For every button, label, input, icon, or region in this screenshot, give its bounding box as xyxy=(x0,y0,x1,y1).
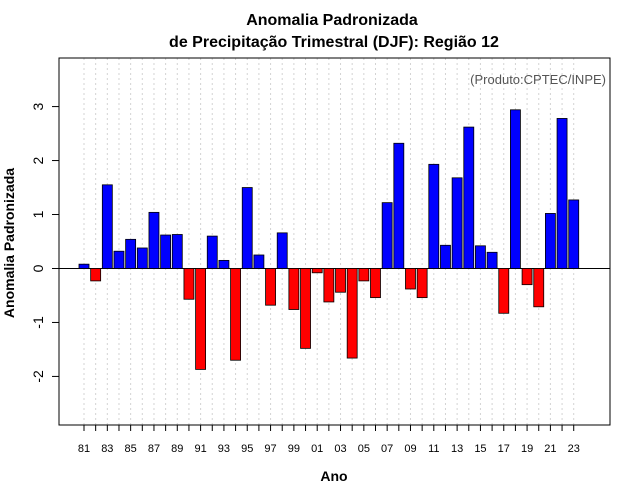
x-tick-label: 97 xyxy=(264,443,276,455)
bar-84 xyxy=(113,250,125,269)
x-tick-label: 81 xyxy=(78,443,90,455)
bar-08 xyxy=(393,142,405,269)
x-tick-label: 09 xyxy=(404,443,416,455)
bar-93 xyxy=(218,259,230,269)
credit-text: (Produto:CPTEC/INPE) xyxy=(470,72,606,87)
bar-00 xyxy=(300,268,311,349)
y-tick-label: -2 xyxy=(30,370,46,383)
bar-19 xyxy=(521,268,533,286)
bar-94 xyxy=(230,268,241,361)
x-tick-label: 21 xyxy=(544,443,556,455)
bar-14 xyxy=(463,126,475,269)
y-tick-label: -1 xyxy=(30,316,46,329)
bar-02 xyxy=(323,268,335,303)
x-tick-label: 23 xyxy=(568,443,580,455)
bar-82 xyxy=(90,268,102,282)
bar-11 xyxy=(428,163,440,269)
x-tick-label: 05 xyxy=(358,443,370,455)
x-tick-label: 19 xyxy=(521,443,533,455)
bar-05 xyxy=(358,268,370,282)
chart-title-line1: Anomalia Padronizada xyxy=(246,12,418,29)
bar-98 xyxy=(276,232,288,269)
x-tick-label: 93 xyxy=(218,443,230,455)
x-tick-label: 87 xyxy=(148,443,160,455)
bar-04 xyxy=(346,268,358,359)
plot-frame xyxy=(58,57,611,426)
bar-21 xyxy=(545,213,556,269)
x-tick-label: 13 xyxy=(451,443,463,455)
bar-15 xyxy=(475,245,486,269)
bar-20 xyxy=(533,268,545,308)
y-tick-label: 2 xyxy=(30,156,46,164)
bar-17 xyxy=(498,268,510,314)
bar-10 xyxy=(416,268,428,299)
bar-91 xyxy=(195,268,207,370)
x-tick-label: 07 xyxy=(381,443,393,455)
bar-88 xyxy=(160,234,172,269)
y-axis-label: Anomalia Padronizada xyxy=(1,168,17,318)
bar-83 xyxy=(101,184,113,269)
bar-12 xyxy=(440,244,451,269)
chart-title-line2: de Precipitação Trimestral (DJF): Região… xyxy=(169,34,499,51)
y-tick-label: 1 xyxy=(30,210,46,218)
x-tick-label: 91 xyxy=(194,443,206,455)
bar-16 xyxy=(486,251,498,269)
bar-85 xyxy=(125,238,137,269)
x-tick-label: 99 xyxy=(288,443,300,455)
x-axis-label: Ano xyxy=(320,468,347,484)
bar-09 xyxy=(405,268,416,290)
bar-97 xyxy=(265,268,276,306)
bar-13 xyxy=(451,177,463,269)
bar-03 xyxy=(335,268,346,293)
x-tick-label: 01 xyxy=(311,443,323,455)
bar-07 xyxy=(381,202,393,269)
x-tick-label: 17 xyxy=(498,443,510,455)
y-axis: -2 -1 0 1 2 3 xyxy=(30,102,59,383)
x-tick-label: 11 xyxy=(428,443,439,455)
x-tick-label: 83 xyxy=(101,443,113,455)
bar-92 xyxy=(206,235,218,269)
bar-89 xyxy=(171,234,183,269)
bar-22 xyxy=(556,118,568,269)
bar-90 xyxy=(183,268,195,300)
bar-01 xyxy=(311,268,323,274)
x-tick-label: 03 xyxy=(334,443,346,455)
x-axis: 81 83 85 87 89 91 93 95 97 99 01 03 05 07 09 11 13 15 17 19… xyxy=(78,425,580,455)
bar-95 xyxy=(241,187,253,269)
bar-23 xyxy=(568,199,580,269)
bars xyxy=(78,109,580,370)
bar-06 xyxy=(370,268,381,299)
bar-99 xyxy=(288,268,300,310)
y-tick-label: 3 xyxy=(30,102,46,110)
grid-lines xyxy=(83,58,575,425)
bar-86 xyxy=(136,247,148,269)
bar-81 xyxy=(78,263,90,269)
x-tick-label: 89 xyxy=(171,443,183,455)
x-tick-label: 95 xyxy=(241,443,253,455)
bar-96 xyxy=(253,254,265,269)
y-tick-label: 0 xyxy=(30,264,46,272)
x-tick-label: 15 xyxy=(474,443,486,455)
bar-18 xyxy=(510,109,521,269)
bar-87 xyxy=(148,211,160,269)
x-tick-label: 85 xyxy=(125,443,137,455)
